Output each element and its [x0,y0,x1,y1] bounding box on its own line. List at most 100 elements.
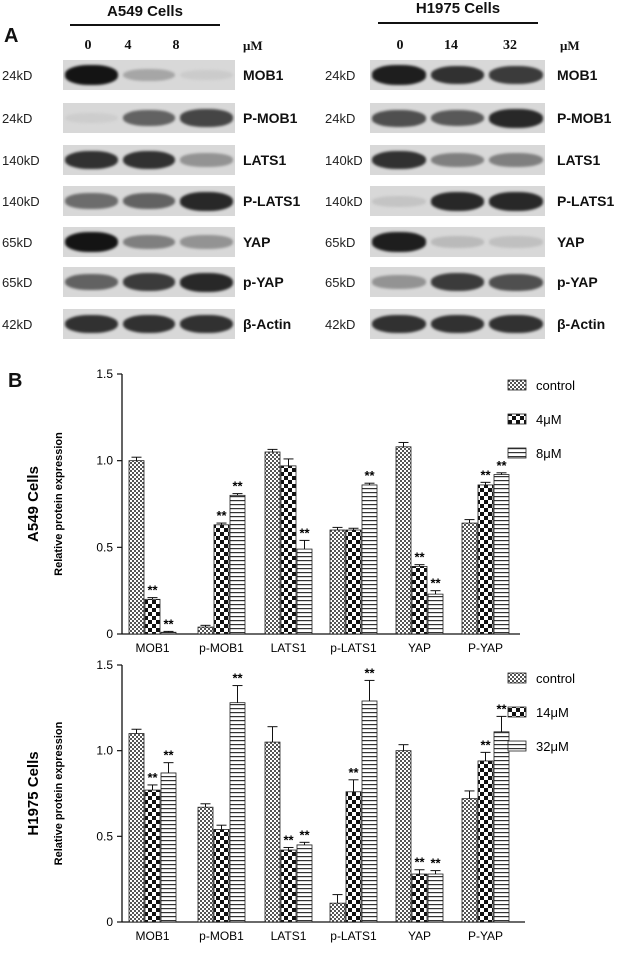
blot-band [489,191,543,211]
x-tick-label: p-MOB1 [199,929,244,943]
dose-label: 14 [444,38,458,53]
blot-band [489,273,543,291]
bar [213,829,230,923]
bar [427,873,444,923]
legend-label: 32μM [536,739,569,754]
blot-band [372,150,426,170]
bar [213,524,230,635]
blot-strip [63,309,235,339]
dose-label: 32 [503,38,517,53]
significance-marker: ** [299,827,310,842]
protein-label: P-LATS1 [557,193,615,209]
x-tick-label: P-YAP [468,929,503,943]
x-tick-label: MOB1 [135,929,169,943]
bar [361,484,378,635]
bar [361,700,378,923]
molecular-weight-label: 65kD [2,235,33,250]
legend-label: control [536,671,575,686]
significance-marker: ** [232,479,243,494]
protein-label: MOB1 [557,67,598,83]
bar [264,451,281,635]
bar [197,806,214,923]
significance-marker: ** [430,576,441,591]
bar [329,529,346,635]
x-tick-label: YAP [408,641,431,655]
protein-label: YAP [243,234,271,250]
blot-band [179,235,233,249]
protein-label: β-Actin [243,316,292,332]
blot-title-underline [70,24,220,26]
legend-swatch [507,379,527,391]
molecular-weight-label: 24kD [325,111,356,126]
protein-label: P-MOB1 [557,110,612,126]
molecular-weight-label: 65kD [325,275,356,290]
blot-band [65,314,119,334]
dose-label: 4 [124,38,132,53]
bar [296,548,313,635]
bar [427,593,444,635]
bar [144,789,161,923]
blot-strip [63,267,235,297]
legend-label: 14μM [536,705,569,720]
significance-marker: ** [480,737,491,752]
molecular-weight-label: 140kD [2,153,40,168]
bar [280,849,297,923]
significance-marker: ** [163,748,174,763]
y-tick-label: 1.5 [96,658,113,672]
protein-label: LATS1 [557,152,601,168]
blot-band [122,68,176,82]
blot-band [122,234,176,250]
significance-marker: ** [414,855,425,870]
legend-swatch [507,740,527,752]
y-tick-label: 1.5 [96,367,113,381]
blot-band [179,191,233,211]
blot-strip [63,227,235,257]
significance-marker: ** [299,525,310,540]
blot-band [179,153,233,167]
molecular-weight-label: 24kD [2,111,33,126]
significance-marker: ** [364,665,375,680]
blot-band [179,314,233,334]
dose-unit: μM [560,38,580,53]
x-tick-label: p-MOB1 [199,641,244,655]
molecular-weight-label: 24kD [2,68,33,83]
blot-band [489,314,543,334]
dose-label: 0 [396,38,404,53]
legend-swatch [507,447,527,459]
blot-band [122,314,176,334]
dose-label: 8 [172,38,180,53]
x-tick-label: LATS1 [271,929,307,943]
blot-band [65,65,119,85]
blot-band [372,275,426,289]
chart-side-label: H1975 Cells [25,751,42,835]
significance-marker: ** [147,583,158,598]
molecular-weight-label: 140kD [2,194,40,209]
significance-marker: ** [348,765,359,780]
blot-strip [63,145,235,175]
bar [493,731,510,923]
legend-label: 8μM [536,446,562,461]
bar [160,631,177,635]
bar [160,772,177,923]
bar [411,873,428,923]
blot-band [372,109,426,127]
protein-label: MOB1 [243,67,284,83]
bar [461,522,478,635]
molecular-weight-label: 140kD [325,194,363,209]
blot-strip [370,227,545,257]
y-axis-label: Relative protein expression [53,721,65,865]
blot-strip [63,60,235,90]
molecular-weight-label: 42kD [2,317,33,332]
panel-b-label: B [8,370,23,392]
blot-band [430,109,485,127]
significance-marker: ** [163,616,174,631]
x-tick-label: YAP [408,929,431,943]
legend-label: control [536,378,575,393]
x-tick-label: p-LATS1 [330,929,377,943]
blot-band [372,232,426,252]
significance-marker: ** [364,468,375,483]
protein-label: LATS1 [243,152,287,168]
y-tick-label: 1.0 [96,454,113,468]
blot-title: H1975 Cells [415,0,501,17]
